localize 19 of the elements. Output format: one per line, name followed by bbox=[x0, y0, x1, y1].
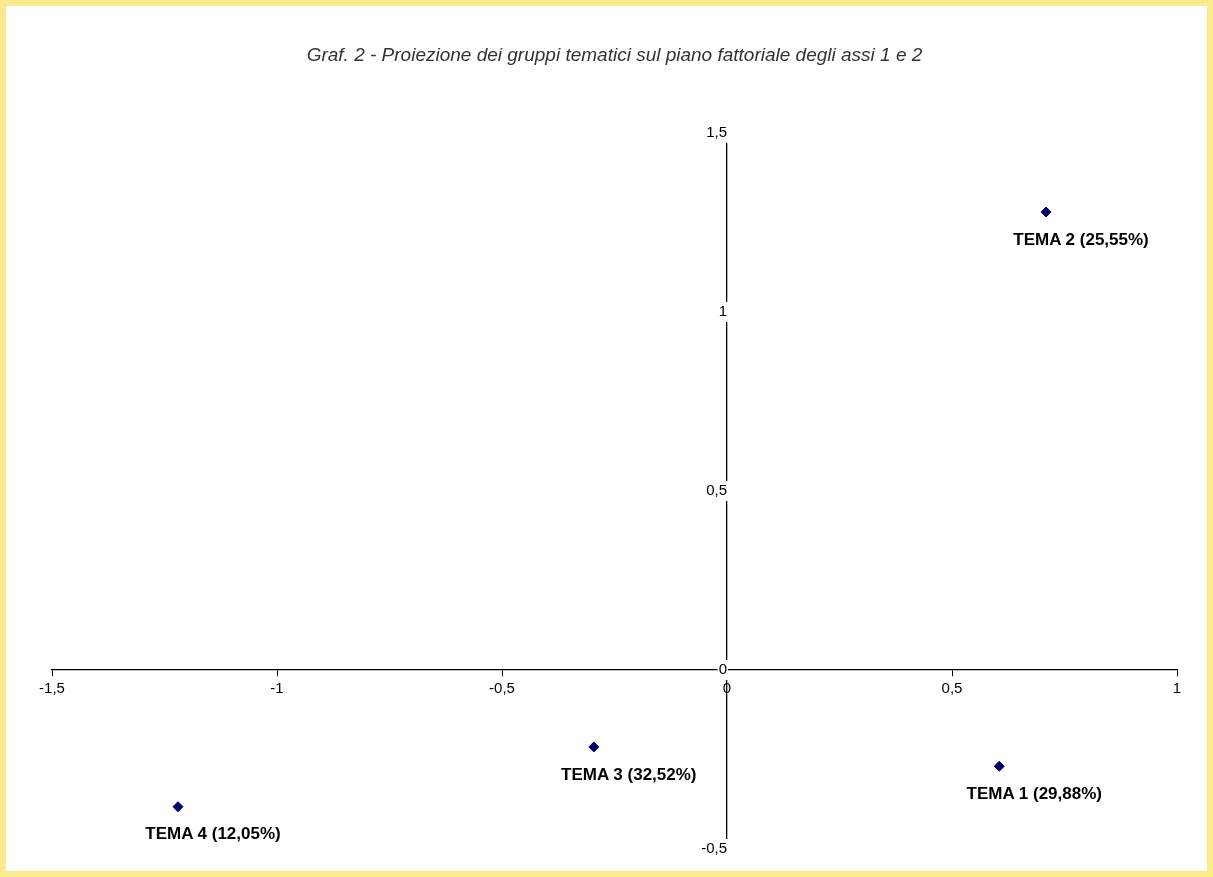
annotation: TEMA 1 (29,88%) bbox=[966, 783, 1102, 803]
y-tick-label: -0,5 bbox=[701, 839, 727, 857]
x-tick-label: -0,5 bbox=[489, 679, 515, 697]
chart-title: Graf. 2 - Proiezione dei gruppi tematici sul piano fattoriale degli assi 1 e 2 bbox=[306, 43, 923, 65]
point bbox=[172, 801, 184, 813]
annotation: TEMA 4 (12,05%) bbox=[145, 824, 281, 844]
x-tick-label: 0,5 bbox=[941, 679, 963, 697]
point bbox=[993, 760, 1005, 772]
y-tick-label: 0,5 bbox=[706, 481, 727, 499]
point bbox=[588, 741, 600, 753]
y-tick-label: 1 bbox=[718, 301, 727, 319]
x-tick-label: -1 bbox=[270, 679, 284, 697]
x-tick-label: 1 bbox=[1172, 679, 1182, 697]
y-tick-label: 1,5 bbox=[706, 122, 727, 140]
annotation: TEMA 2 (25,55%) bbox=[1013, 229, 1149, 249]
x-tick-label: -1,5 bbox=[39, 679, 65, 697]
point bbox=[1040, 206, 1052, 218]
y-tick-label: 0 bbox=[718, 660, 727, 678]
annotation: TEMA 3 (32,52%) bbox=[561, 764, 697, 784]
